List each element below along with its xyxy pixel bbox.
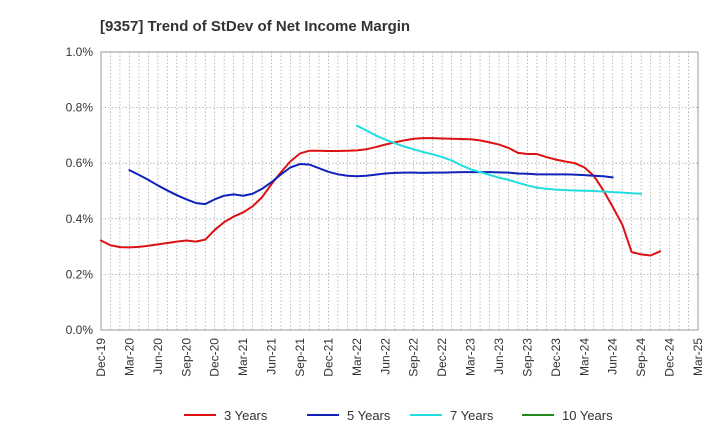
x-tick-label: Mar-20 [122, 338, 136, 376]
y-axis-ticks: 0.0% 0.2% 0.4% 0.6% 0.8% 1.0% [66, 45, 94, 337]
y-tick-label: 0.0% [66, 323, 94, 337]
y-tick-label: 1.0% [66, 45, 94, 59]
x-tick-label: Dec-22 [435, 338, 449, 377]
legend: 3 Years 5 Years 7 Years 10 Years [184, 408, 613, 423]
chart-title: [9357] Trend of StDev of Net Income Marg… [100, 18, 410, 35]
x-tick-label: Dec-24 [663, 338, 677, 377]
x-tick-label: Mar-25 [691, 338, 705, 376]
legend-label: 7 Years [450, 408, 494, 423]
x-tick-label: Sep-20 [179, 338, 193, 377]
x-tick-label: Sep-21 [293, 338, 307, 377]
series-line-7-years [355, 124, 643, 195]
y-tick-label: 0.4% [66, 212, 94, 226]
x-tick-label: Mar-22 [350, 338, 364, 376]
series-line-3-years [100, 137, 662, 257]
series-lines [100, 124, 662, 257]
x-tick-label: Sep-23 [520, 338, 534, 377]
y-tick-label: 0.2% [66, 267, 94, 281]
x-tick-label: Sep-24 [634, 338, 648, 377]
x-tick-label: Dec-23 [549, 338, 563, 377]
grid-lines [101, 52, 698, 330]
x-tick-label: Dec-21 [321, 338, 335, 377]
legend-label: 3 Years [224, 408, 268, 423]
series-line-5-years [128, 163, 614, 206]
y-tick-label: 0.8% [66, 101, 94, 115]
x-tick-label: Sep-22 [407, 338, 421, 377]
legend-label: 10 Years [562, 408, 613, 423]
x-tick-label: Jun-20 [151, 338, 165, 375]
legend-label: 5 Years [347, 408, 391, 423]
x-tick-label: Jun-24 [606, 338, 620, 375]
x-tick-label: Mar-24 [577, 338, 591, 376]
x-tick-label: Jun-23 [492, 338, 506, 375]
x-tick-label: Mar-21 [236, 338, 250, 376]
x-tick-label: Jun-22 [378, 338, 392, 375]
y-tick-label: 0.6% [66, 156, 94, 170]
x-tick-label: Dec-20 [208, 338, 222, 377]
x-tick-label: Jun-21 [265, 338, 279, 375]
x-tick-label: Mar-23 [464, 338, 478, 376]
x-axis-ticks: Dec-19 Mar-20 Jun-20 Sep-20 Dec-20 Mar-21 Jun-… [94, 338, 705, 377]
x-tick-label: Dec-19 [94, 338, 108, 377]
